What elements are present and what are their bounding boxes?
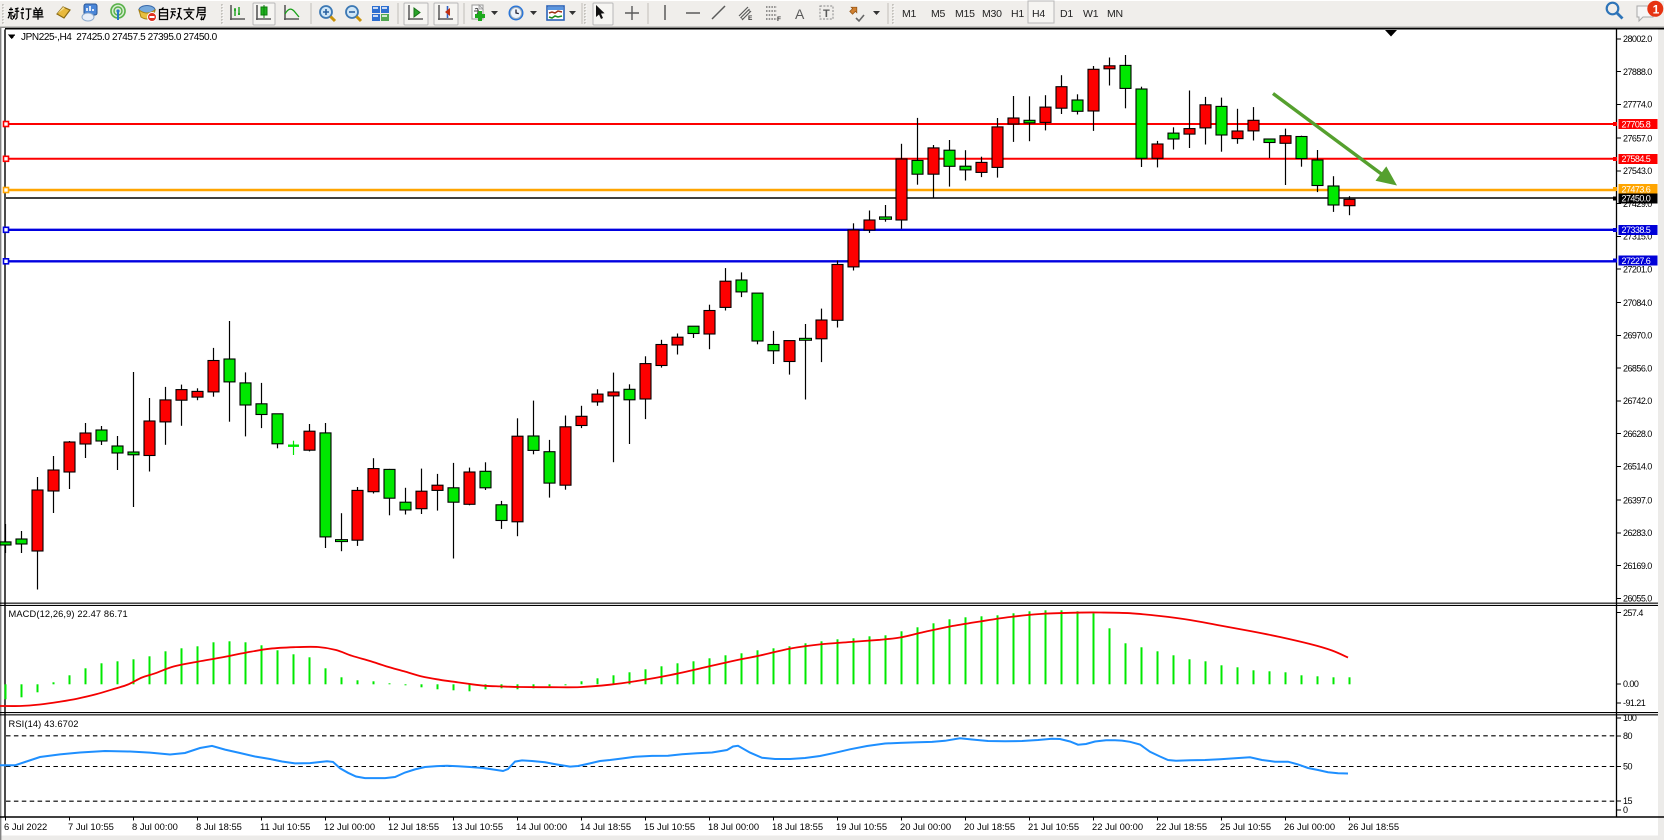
svg-text:26055.0: 26055.0 [1623, 594, 1652, 604]
svg-text:11 Jul 10:55: 11 Jul 10:55 [260, 821, 310, 832]
svg-text:F: F [777, 16, 781, 23]
svg-text:100: 100 [1623, 713, 1637, 723]
svg-text:8 Jul 18:55: 8 Jul 18:55 [196, 821, 242, 832]
svg-text:22 Jul 00:00: 22 Jul 00:00 [1092, 821, 1143, 832]
svg-text:80: 80 [1623, 731, 1632, 741]
svg-text:0: 0 [1623, 805, 1628, 815]
svg-text:26628.0: 26628.0 [1623, 429, 1652, 439]
svg-text:14 Jul 00:00: 14 Jul 00:00 [516, 821, 567, 832]
svg-text:7 Jul 10:55: 7 Jul 10:55 [68, 821, 114, 832]
svg-text:26 Jul 00:00: 26 Jul 00:00 [1284, 821, 1335, 832]
svg-text:21 Jul 10:55: 21 Jul 10:55 [1028, 821, 1079, 832]
svg-text:MACD(12,26,9) 22.47 86.71: MACD(12,26,9) 22.47 86.71 [9, 609, 128, 619]
svg-text:27584.5: 27584.5 [1622, 154, 1651, 164]
svg-text:27201.0: 27201.0 [1623, 264, 1652, 274]
svg-text:0.00: 0.00 [1623, 679, 1639, 689]
svg-text:28002.0: 28002.0 [1623, 34, 1652, 44]
svg-text:H1: H1 [1011, 8, 1024, 20]
svg-text:26970.0: 26970.0 [1623, 331, 1652, 341]
svg-text:M15: M15 [955, 8, 975, 20]
svg-text:27227.6: 27227.6 [1622, 256, 1651, 266]
svg-text:A: A [795, 6, 805, 22]
svg-text:27543.0: 27543.0 [1623, 166, 1652, 176]
svg-text:15 Jul 10:55: 15 Jul 10:55 [644, 821, 695, 832]
svg-text:MN: MN [1107, 8, 1123, 20]
svg-text:25 Jul 10:55: 25 Jul 10:55 [1220, 821, 1271, 832]
svg-text:6 Jul 2022: 6 Jul 2022 [4, 821, 47, 832]
svg-text:20 Jul 18:55: 20 Jul 18:55 [964, 821, 1015, 832]
svg-text:-91.21: -91.21 [1623, 698, 1646, 708]
svg-text:26397.0: 26397.0 [1623, 495, 1652, 505]
svg-text:27084.0: 27084.0 [1623, 298, 1652, 308]
svg-text:26 Jul 18:55: 26 Jul 18:55 [1348, 821, 1399, 832]
svg-text:12 Jul 18:55: 12 Jul 18:55 [388, 821, 439, 832]
svg-text:26856.0: 26856.0 [1623, 363, 1652, 373]
svg-text:50: 50 [1623, 762, 1632, 772]
svg-text:14 Jul 18:55: 14 Jul 18:55 [580, 821, 631, 832]
svg-text:W1: W1 [1083, 8, 1099, 20]
svg-text:1: 1 [1653, 2, 1660, 16]
svg-text:26169.0: 26169.0 [1623, 561, 1652, 571]
svg-text:15: 15 [1623, 796, 1632, 806]
svg-text:13 Jul 10:55: 13 Jul 10:55 [452, 821, 503, 832]
svg-text:RSI(14) 43.6702: RSI(14) 43.6702 [9, 719, 79, 729]
svg-text:27429.0: 27429.0 [1623, 199, 1652, 209]
svg-text:22 Jul 18:55: 22 Jul 18:55 [1156, 821, 1207, 832]
svg-text:27657.0: 27657.0 [1623, 133, 1652, 143]
svg-text:M1: M1 [902, 8, 917, 20]
svg-text:18 Jul 00:00: 18 Jul 00:00 [708, 821, 759, 832]
svg-text:18 Jul 18:55: 18 Jul 18:55 [772, 821, 823, 832]
svg-text:E: E [748, 15, 753, 22]
svg-text:M30: M30 [982, 8, 1002, 20]
svg-text:H4: H4 [1032, 8, 1045, 20]
svg-text:T: T [823, 8, 830, 20]
svg-text:20 Jul 00:00: 20 Jul 00:00 [900, 821, 951, 832]
svg-text:27888.0: 27888.0 [1623, 67, 1652, 77]
svg-text:27315.0: 27315.0 [1623, 232, 1652, 242]
svg-text:27705.8: 27705.8 [1622, 119, 1651, 129]
svg-text:12 Jul 00:00: 12 Jul 00:00 [324, 821, 375, 832]
svg-text:27774.0: 27774.0 [1623, 100, 1652, 110]
svg-text:M5: M5 [931, 8, 946, 20]
svg-text:D1: D1 [1060, 8, 1073, 20]
svg-text:JPN225-,H4 27425.0 27457.5 27: JPN225-,H4 27425.0 27457.5 27395.0 27450… [21, 32, 218, 43]
svg-text:8 Jul 00:00: 8 Jul 00:00 [132, 821, 178, 832]
svg-text:27338.5: 27338.5 [1622, 225, 1651, 235]
svg-text:26514.0: 26514.0 [1623, 462, 1652, 472]
svg-text:27450.0: 27450.0 [1622, 194, 1651, 204]
svg-text:19 Jul 10:55: 19 Jul 10:55 [836, 821, 887, 832]
svg-text:257.4: 257.4 [1623, 608, 1643, 618]
svg-text:27473.6: 27473.6 [1622, 184, 1651, 194]
svg-text:26283.0: 26283.0 [1623, 528, 1652, 538]
svg-text:26742.0: 26742.0 [1623, 396, 1652, 406]
